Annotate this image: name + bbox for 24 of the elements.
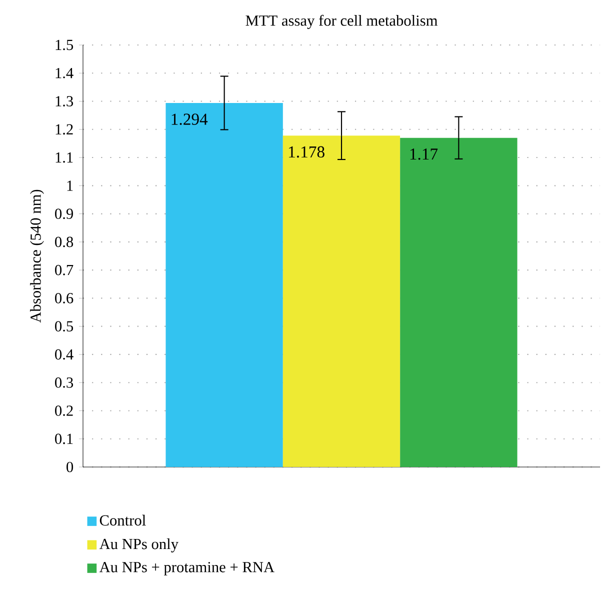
y-tick-label: 1.4 <box>56 68 74 78</box>
legend-label: Control <box>100 514 146 526</box>
y-tick-label: 1 <box>67 180 73 191</box>
y-tick-label: 0.3 <box>55 377 74 388</box>
data-label: 1.294 <box>172 114 208 125</box>
y-tick-label: 1.3 <box>56 96 74 106</box>
data-label: 1.178 <box>289 146 324 158</box>
y-axis-title: Absorbance (540 nm) <box>30 190 44 323</box>
y-tick-label: 1.2 <box>56 124 73 135</box>
y-tick-label: 0 <box>66 462 74 472</box>
y-tick-label: 0.7 <box>55 264 74 276</box>
y-tick-label: 0.2 <box>55 406 73 416</box>
y-tick-label: 0.6 <box>55 293 74 304</box>
y-tick-label: 0.1 <box>55 434 73 444</box>
y-tick-label: 1.1 <box>56 152 73 163</box>
y-tick-label: 0.9 <box>55 208 73 219</box>
legend-label: Au NPs + protamine + RNA <box>99 562 274 576</box>
chart-title: MTT assay for cell metabolism <box>246 14 438 29</box>
y-tick-label: 0.5 <box>55 321 74 332</box>
legend-label: Au NPs only <box>99 538 178 552</box>
y-tick-label: 0.8 <box>55 236 74 248</box>
y-tick-label: 1.5 <box>56 40 74 50</box>
data-label: 1.17 <box>410 148 438 160</box>
y-tick-label: 0.4 <box>55 349 74 360</box>
